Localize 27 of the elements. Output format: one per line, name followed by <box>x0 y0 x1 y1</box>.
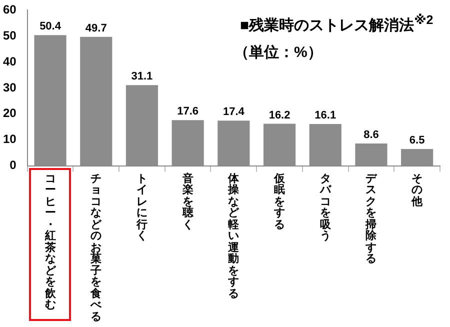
data-label: 6.5 <box>409 134 425 146</box>
y-tick-label: 50 <box>2 28 17 42</box>
category-label: チョコなどのお菓子を食べる <box>90 172 102 323</box>
x-tick-label: その他 <box>410 172 424 208</box>
data-label: 16.1 <box>314 110 336 122</box>
data-label: 16.2 <box>268 109 290 122</box>
data-label: 49.7 <box>85 22 107 34</box>
y-tick-label: 30 <box>2 80 17 94</box>
category-label: 体操など軽い運動をする <box>228 172 240 300</box>
y-tick-label: 0 <box>10 158 17 172</box>
data-label: 17.4 <box>222 106 246 118</box>
y-tick-label: 10 <box>2 132 17 146</box>
x-tick-label: トイレに行く <box>135 172 148 243</box>
data-label: 8.6 <box>364 129 379 142</box>
text: （単位：%） <box>234 43 324 62</box>
data-label: 31.1 <box>131 70 153 83</box>
data-label: 17.6 <box>177 106 199 118</box>
y-tick-label: 40 <box>2 54 17 68</box>
category-label: コーヒー・紅茶などを飲む <box>44 172 56 312</box>
chart-title: ■残業時のストレス解消法$^{※2}$ <box>240 12 434 35</box>
data-label: 50.4 <box>40 20 62 33</box>
x-tick-label: 仮眠をする <box>272 172 286 232</box>
x-tick-label: 音楽を聴く <box>181 172 194 232</box>
x-tick-label: タバコを吸う <box>318 172 332 243</box>
y-tick-label: 60 <box>2 2 17 17</box>
y-tick-label: 20 <box>2 106 17 120</box>
x-tick-label: デスクを掃除する <box>364 172 378 266</box>
